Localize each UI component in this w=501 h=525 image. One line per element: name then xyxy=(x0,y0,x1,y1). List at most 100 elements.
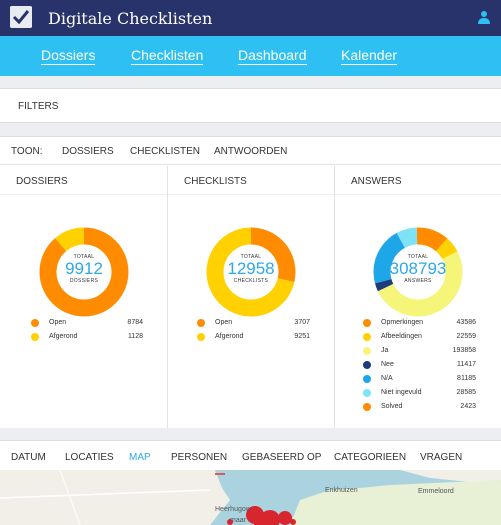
legend-dot xyxy=(363,375,371,383)
legend-count: 1128 xyxy=(127,333,143,340)
legend-item[interactable]: Open 3707 xyxy=(197,318,310,330)
donut-unit-label: DOSSIERS xyxy=(69,278,99,284)
legend-item[interactable]: Niet ingevuld 28585 xyxy=(363,388,476,400)
divider xyxy=(335,194,501,195)
map-land xyxy=(0,470,501,525)
legend-dot xyxy=(197,333,205,341)
donut-total-label: TOTAAL xyxy=(73,254,95,260)
main-nav: Dossiers Checklisten Dashboard Kalender xyxy=(0,36,501,76)
legend-item[interactable]: Afbeeldingen 22559 xyxy=(363,332,476,344)
donut-slice[interactable] xyxy=(373,227,463,317)
legend-label: Afgerond xyxy=(215,333,244,340)
divider xyxy=(168,194,334,195)
tab-categorieen[interactable]: CATEGORIEEN xyxy=(334,452,407,463)
panel-title: DOSSIERS xyxy=(16,176,68,187)
map-place-label: maar xyxy=(230,517,246,524)
tab-gebaseerd-op[interactable]: GEBASEERD OP xyxy=(242,452,322,463)
tab-personen[interactable]: PERSONEN xyxy=(171,452,228,463)
legend-label: N/A xyxy=(381,375,393,382)
legend-count: 193858 xyxy=(452,347,476,354)
checklists-donut-chart xyxy=(206,227,296,317)
toon-option-dossiers[interactable]: DOSSIERS xyxy=(62,146,114,157)
app-header: Digitale Checklisten xyxy=(0,0,501,36)
legend-count: 28585 xyxy=(456,389,476,396)
legend-label: Niet ingevuld xyxy=(381,389,422,396)
legend-count: 22559 xyxy=(456,333,476,340)
legend-label: Ja xyxy=(381,347,389,354)
legend-item[interactable]: Open 8784 xyxy=(31,318,143,330)
answers-panel: ANSWERS TOTAAL 308793 ANSWERS Opmerkinge… xyxy=(335,166,501,428)
map-place-label: Enkhuizen xyxy=(325,487,358,494)
legend-item[interactable]: Afgerond 9251 xyxy=(197,332,310,344)
dossiers-panel: DOSSIERS TOTAAL 9912 DOSSIERS Open 8784 … xyxy=(0,166,168,428)
nav-dossiers[interactable]: Dossiers xyxy=(41,47,96,65)
legend-label: Afbeeldingen xyxy=(381,333,422,340)
legend-dot xyxy=(363,361,371,369)
donut-unit-label: ANSWERS xyxy=(404,278,432,284)
donut-total-value: 12958 xyxy=(227,259,275,278)
legend-label: Nee xyxy=(381,361,394,368)
legend-dot xyxy=(197,319,205,327)
analysis-tabs: DATUM LOCATIES MAP PERSONEN GEBASEERD OP… xyxy=(0,440,501,470)
donut-slice[interactable] xyxy=(373,227,463,317)
panel-title: ANSWERS xyxy=(351,176,402,187)
legend-count: 9251 xyxy=(294,333,310,340)
donut-slice[interactable] xyxy=(206,227,296,317)
nav-checklisten[interactable]: Checklisten xyxy=(131,47,204,65)
legend-item[interactable]: Afgerond 1128 xyxy=(31,332,143,344)
donut-unit-label: CHECKLISTS xyxy=(233,278,269,284)
legend-item[interactable]: Nee 11417 xyxy=(363,360,476,372)
tab-map[interactable]: MAP xyxy=(129,452,151,463)
donut-total-label: TOTAAL xyxy=(407,254,429,260)
legend-count: 8784 xyxy=(127,319,143,326)
toon-selector: TOON: DOSSIERS CHECKLISTEN ANTWOORDEN xyxy=(0,137,501,165)
donut-center: TOTAAL 12958 CHECKLISTS xyxy=(211,254,291,284)
map-view[interactable]: Heerhugow Enkhuizen Emmeloord maar xyxy=(0,470,501,525)
legend-dot xyxy=(363,333,371,341)
legend-dot xyxy=(31,319,39,327)
tab-vragen[interactable]: VRAGEN xyxy=(420,452,463,463)
legend-item[interactable]: Ja 193858 xyxy=(363,346,476,358)
nav-dashboard[interactable]: Dashboard xyxy=(238,47,307,65)
toon-option-checklisten[interactable]: CHECKLISTEN xyxy=(130,146,201,157)
donut-slice[interactable] xyxy=(39,227,129,317)
donut-total-value: 9912 xyxy=(65,259,103,278)
map-markers[interactable] xyxy=(0,470,501,525)
legend-label: Opmerkingen xyxy=(381,319,424,326)
donut-slice[interactable] xyxy=(373,227,463,317)
donut-total-value: 308793 xyxy=(389,259,447,278)
legend-item[interactable]: N/A 81185 xyxy=(363,374,476,386)
map-place-label: Heerhugow xyxy=(215,506,251,513)
legend-count: 3707 xyxy=(294,319,310,326)
legend-item[interactable]: Solved 2423 xyxy=(363,402,476,414)
stats-panel: TOON: DOSSIERS CHECKLISTEN ANTWOORDEN DO… xyxy=(0,136,501,428)
legend-label: Solved xyxy=(381,403,403,410)
toon-option-antwoorden[interactable]: ANTWOORDEN xyxy=(214,146,288,157)
legend-count: 2423 xyxy=(460,403,476,410)
panel-title: CHECKLISTS xyxy=(184,176,247,187)
user-icon[interactable] xyxy=(477,10,491,24)
legend-count: 11417 xyxy=(457,361,476,368)
nav-kalender[interactable]: Kalender xyxy=(341,47,398,65)
legend-item[interactable]: Opmerkingen 43586 xyxy=(363,318,476,330)
legend-dot xyxy=(31,333,39,341)
tab-datum[interactable]: DATUM xyxy=(11,452,46,463)
legend-dot xyxy=(363,347,371,355)
checkmark-logo-icon[interactable] xyxy=(10,6,32,28)
legend-label: Open xyxy=(215,319,233,326)
legend-label: Open xyxy=(49,319,67,326)
legend-count: 43586 xyxy=(456,319,476,326)
toon-label: TOON: xyxy=(11,146,43,157)
donut-center: TOTAAL 9912 DOSSIERS xyxy=(44,254,124,284)
map-place-label: Emmeloord xyxy=(418,488,454,495)
legend-count: 81185 xyxy=(457,375,476,382)
filters-panel[interactable]: FILTERS xyxy=(0,88,501,123)
dossiers-donut-chart xyxy=(39,227,129,317)
divider xyxy=(0,194,167,195)
legend-dot xyxy=(363,403,371,411)
tab-locaties[interactable]: LOCATIES xyxy=(65,452,114,463)
answers-donut-chart xyxy=(373,227,463,317)
filters-title[interactable]: FILTERS xyxy=(18,101,59,112)
app-title: Digitale Checklisten xyxy=(48,9,213,28)
legend-dot xyxy=(363,389,371,397)
